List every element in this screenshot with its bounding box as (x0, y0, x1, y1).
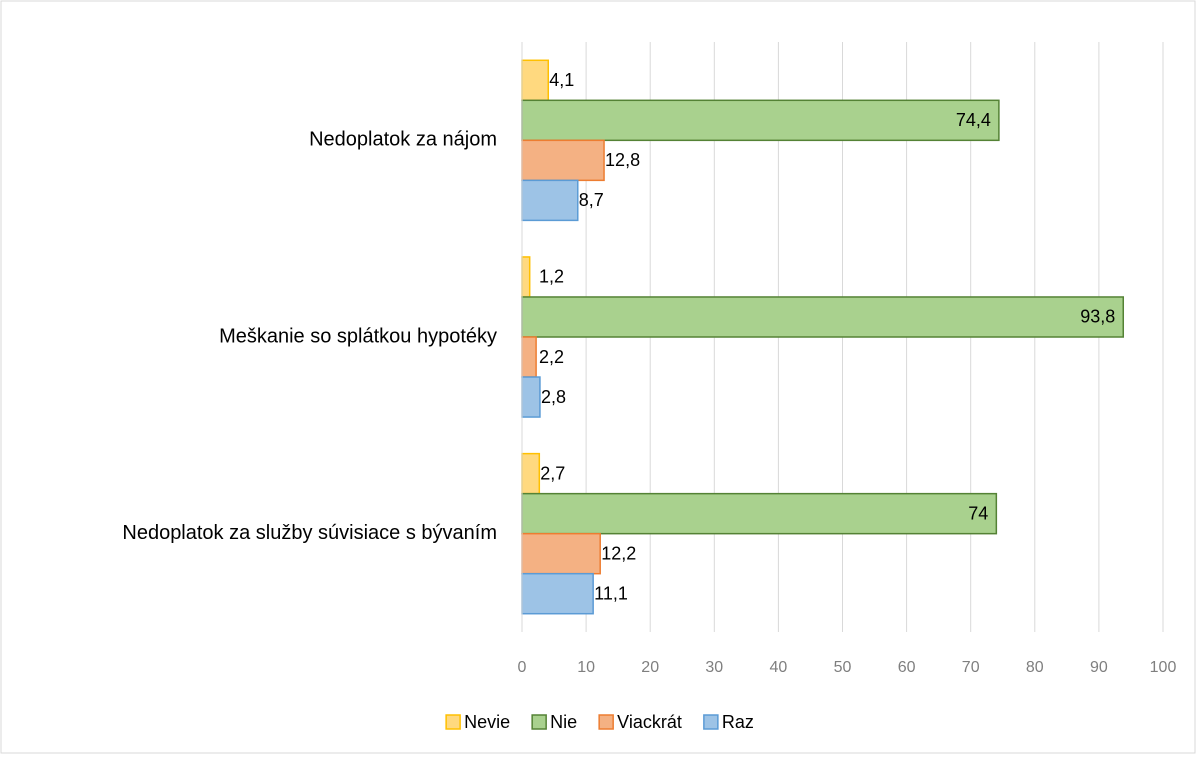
x-tick-label: 100 (1150, 659, 1177, 676)
bar (521, 256, 531, 298)
bar (521, 139, 605, 182)
category-label: Nedoplatok za nájom (309, 129, 497, 151)
bar (521, 572, 594, 615)
data-label: 1,2 (539, 267, 564, 287)
data-label: 74,4 (956, 110, 991, 130)
data-label: 2,2 (539, 347, 564, 367)
bar (521, 99, 1000, 142)
x-tick-label: 0 (518, 659, 527, 676)
data-label: 12,8 (605, 150, 640, 170)
bar (521, 452, 541, 495)
x-tick-label: 40 (770, 659, 788, 676)
x-tick-label: 20 (641, 659, 659, 676)
data-label: 12,2 (601, 543, 636, 563)
data-label: 74 (968, 503, 988, 523)
x-tick-label: 60 (898, 659, 916, 676)
bar (521, 59, 550, 102)
data-label: 8,7 (579, 190, 604, 210)
bar (521, 296, 1125, 338)
bar (521, 532, 601, 575)
category-label: Meškanie so splátkou hypotéky (219, 325, 497, 347)
data-label: 11,1 (594, 583, 628, 603)
bar (521, 179, 579, 222)
data-label: 2,8 (541, 387, 566, 407)
x-tick-label: 80 (1026, 659, 1044, 676)
x-tick-label: 10 (577, 659, 595, 676)
legend-label: Nevie (464, 712, 510, 732)
x-tick-label: 90 (1090, 659, 1108, 676)
x-tick-label: 50 (834, 659, 852, 676)
bar (521, 336, 537, 378)
data-label: 4,1 (549, 70, 574, 90)
legend-swatch (703, 714, 719, 730)
data-label: 93,8 (1080, 307, 1115, 327)
legend-swatch (598, 714, 614, 730)
legend-swatch (445, 714, 461, 730)
legend-swatch (531, 714, 547, 730)
bar (521, 492, 998, 535)
bar (521, 376, 541, 418)
x-tick-label: 30 (705, 659, 723, 676)
data-label: 2,7 (540, 463, 565, 483)
category-label: Nedoplatok za služby súvisiace s bývaním (122, 522, 497, 544)
legend-label: Raz (722, 712, 754, 732)
legend-label: Viackrát (617, 712, 682, 732)
legend-label: Nie (550, 712, 577, 732)
x-tick-label: 70 (962, 659, 980, 676)
